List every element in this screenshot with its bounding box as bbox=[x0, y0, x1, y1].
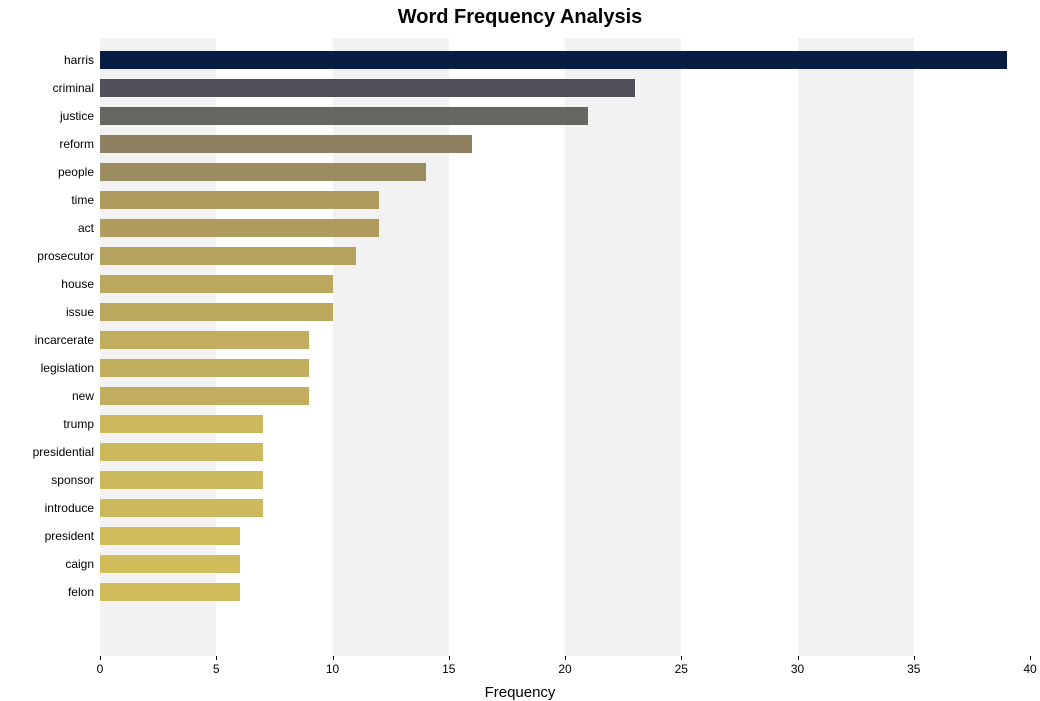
grid-band bbox=[333, 38, 449, 656]
y-tick-label: issue bbox=[66, 305, 100, 319]
y-tick-label: criminal bbox=[53, 81, 100, 95]
bar bbox=[100, 583, 240, 601]
bar bbox=[100, 275, 333, 293]
bar bbox=[100, 79, 635, 97]
y-tick-label: justice bbox=[60, 109, 100, 123]
y-tick-label: time bbox=[71, 193, 100, 207]
bar bbox=[100, 331, 309, 349]
chart-title: Word Frequency Analysis bbox=[0, 6, 1040, 29]
y-tick-label: introduce bbox=[45, 501, 100, 515]
y-tick-label: president bbox=[45, 529, 100, 543]
y-tick-label: new bbox=[72, 389, 100, 403]
y-tick-label: incarcerate bbox=[35, 333, 100, 347]
bar bbox=[100, 359, 309, 377]
bar bbox=[100, 247, 356, 265]
x-tick-label: 30 bbox=[791, 656, 804, 676]
word-frequency-chart: Word Frequency Analysis 0510152025303540… bbox=[0, 0, 1040, 701]
bar bbox=[100, 303, 333, 321]
grid-band bbox=[798, 38, 914, 656]
y-tick-label: felon bbox=[68, 585, 100, 599]
y-tick-label: presidential bbox=[33, 445, 100, 459]
bar bbox=[100, 219, 379, 237]
y-tick-label: sponsor bbox=[51, 473, 100, 487]
y-tick-label: caign bbox=[65, 557, 100, 571]
x-tick-label: 0 bbox=[97, 656, 104, 676]
bar bbox=[100, 135, 472, 153]
y-tick-label: legislation bbox=[41, 361, 100, 375]
bar bbox=[100, 527, 240, 545]
bar bbox=[100, 163, 426, 181]
x-tick-label: 5 bbox=[213, 656, 220, 676]
x-tick-label: 25 bbox=[675, 656, 688, 676]
bar bbox=[100, 51, 1007, 69]
y-tick-label: people bbox=[58, 165, 100, 179]
x-tick-label: 20 bbox=[558, 656, 571, 676]
grid-band bbox=[565, 38, 681, 656]
y-tick-label: prosecutor bbox=[37, 249, 100, 263]
y-tick-label: trump bbox=[63, 417, 100, 431]
bar bbox=[100, 555, 240, 573]
plot-area: 0510152025303540harriscriminaljusticeref… bbox=[100, 38, 1030, 656]
y-tick-label: harris bbox=[64, 53, 100, 67]
x-tick-label: 40 bbox=[1023, 656, 1036, 676]
x-axis-label: Frequency bbox=[0, 684, 1040, 701]
y-tick-label: reform bbox=[59, 137, 100, 151]
bar bbox=[100, 191, 379, 209]
bar bbox=[100, 471, 263, 489]
bar bbox=[100, 443, 263, 461]
bar bbox=[100, 499, 263, 517]
bar bbox=[100, 415, 263, 433]
x-tick-label: 35 bbox=[907, 656, 920, 676]
bar bbox=[100, 387, 309, 405]
y-tick-label: house bbox=[61, 277, 100, 291]
y-tick-label: act bbox=[78, 221, 100, 235]
x-tick-label: 15 bbox=[442, 656, 455, 676]
bar bbox=[100, 107, 588, 125]
x-tick-label: 10 bbox=[326, 656, 339, 676]
